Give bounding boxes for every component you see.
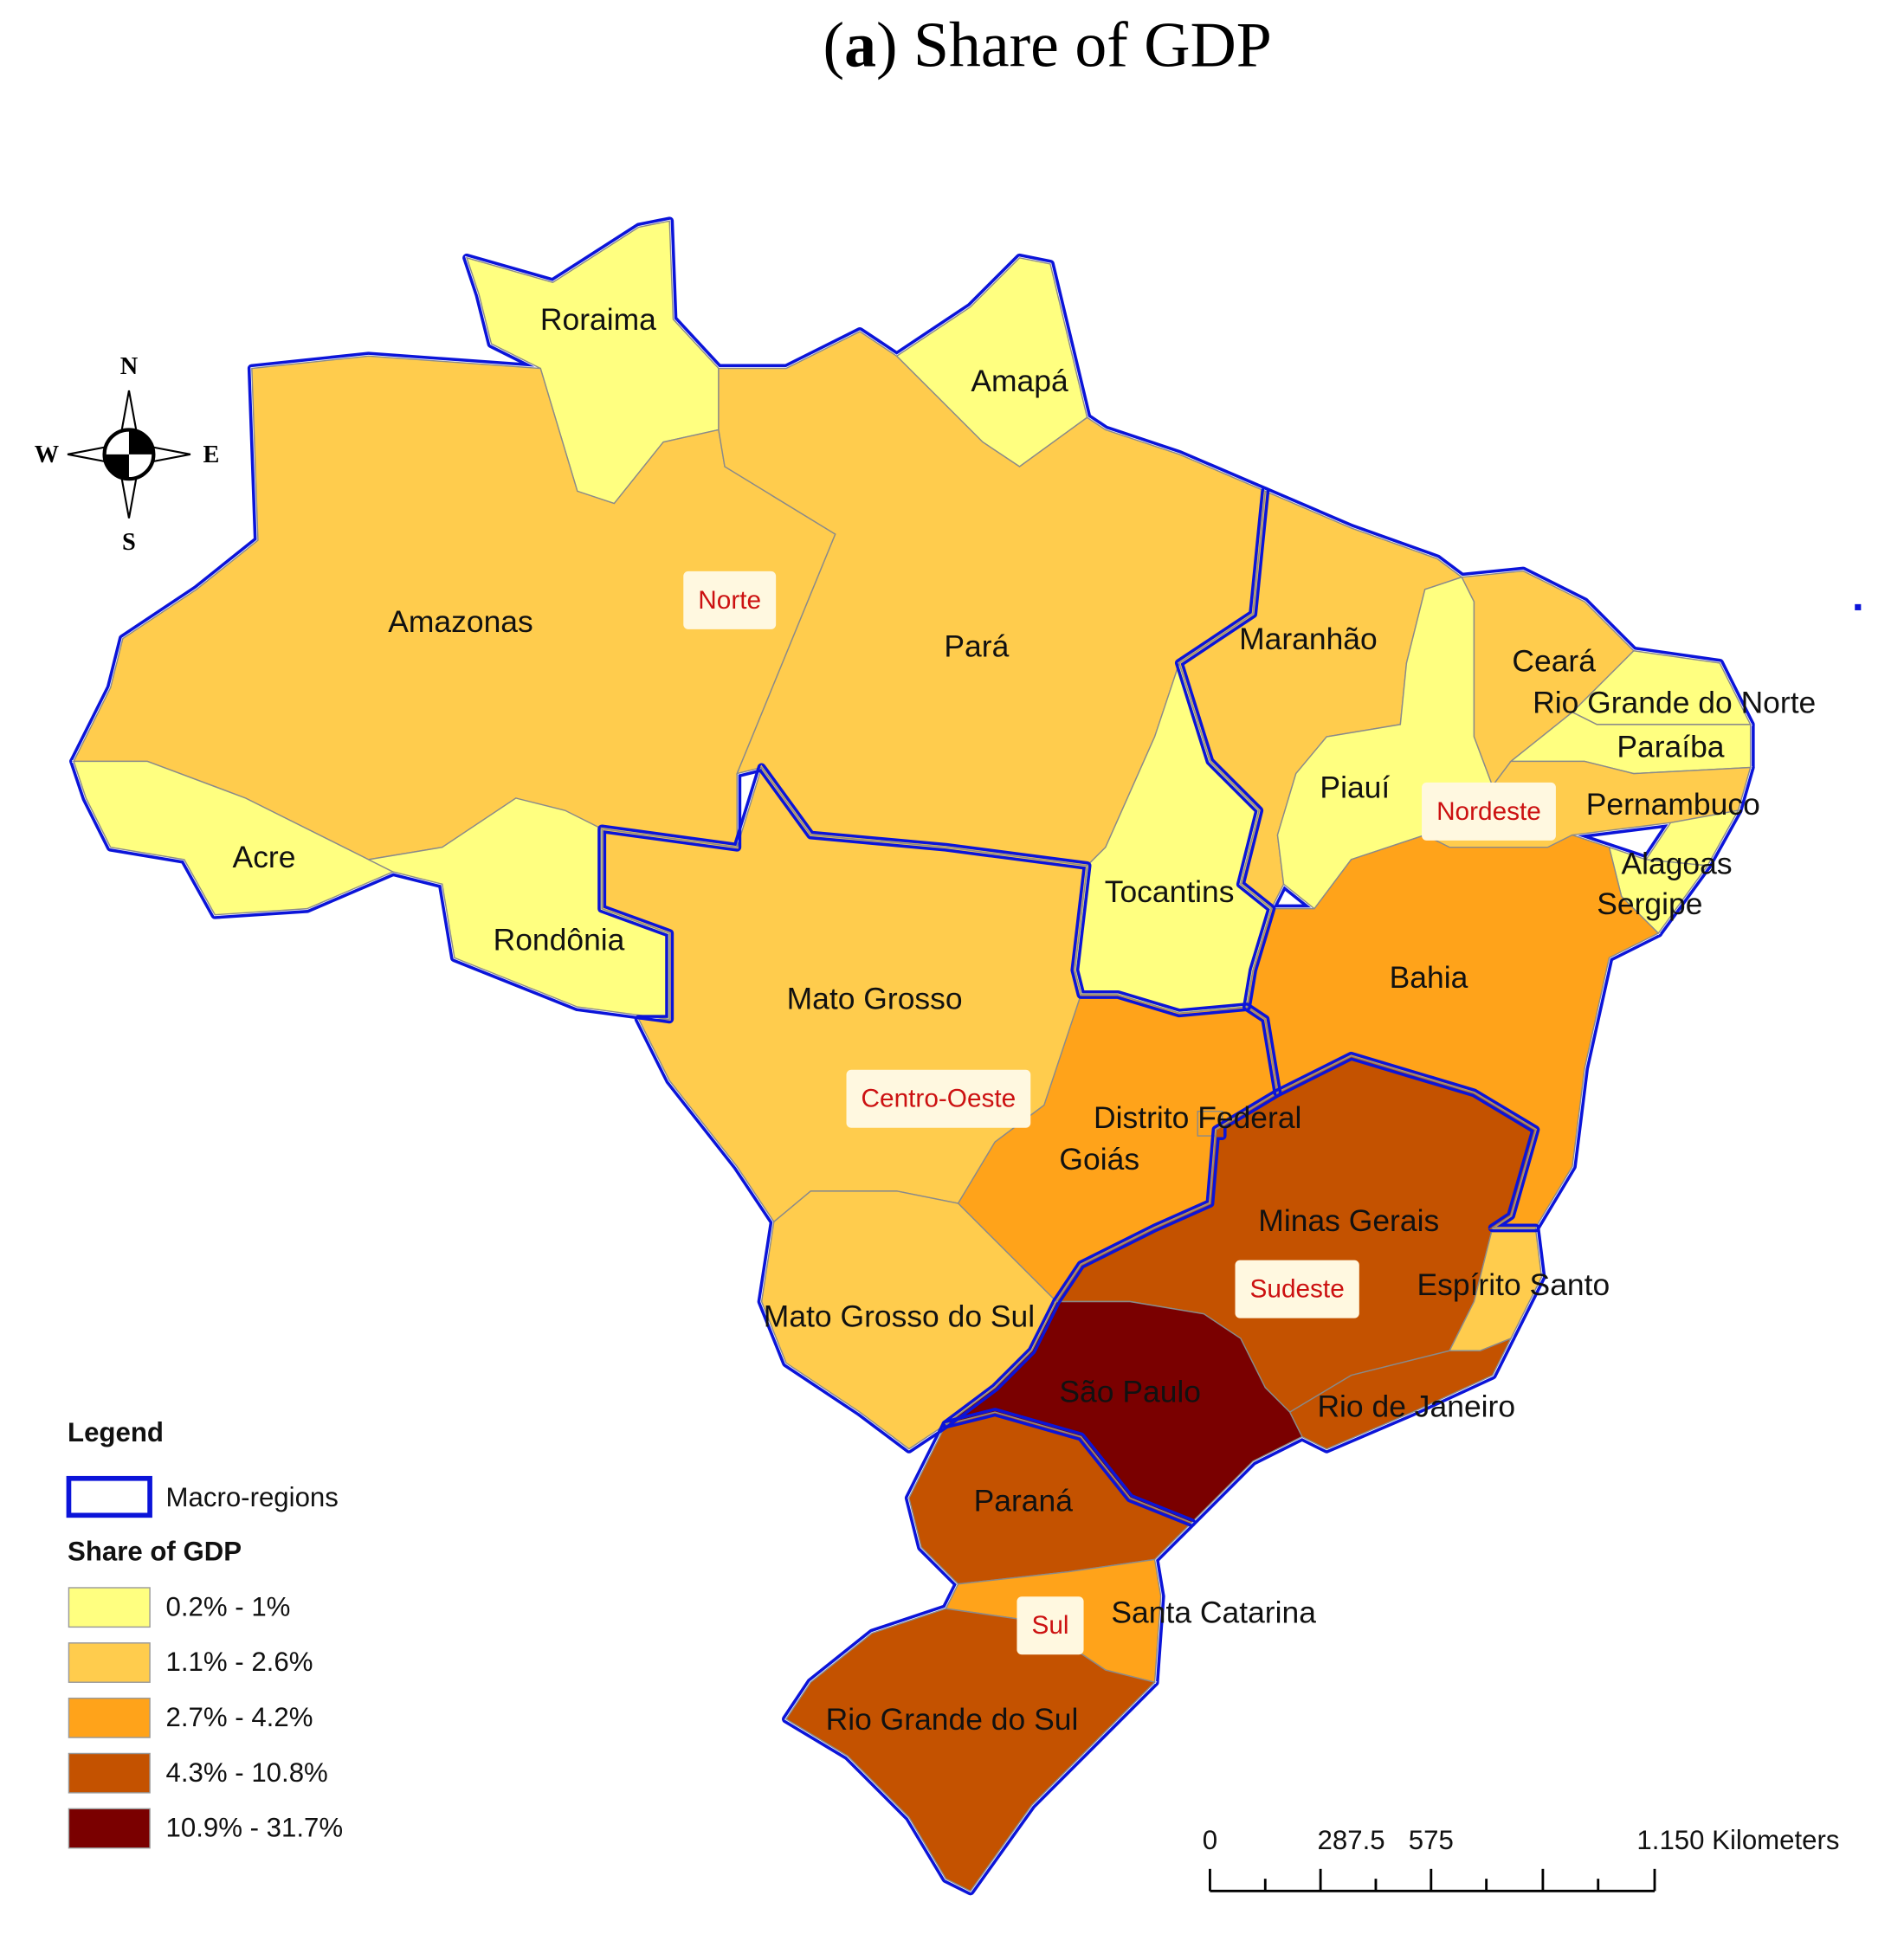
compass-e: E bbox=[203, 442, 220, 468]
region-edge bbox=[941, 1297, 1307, 1527]
title-open: ( bbox=[823, 10, 845, 81]
region-box bbox=[683, 571, 777, 629]
compass-s: S bbox=[122, 529, 136, 556]
region-edge bbox=[782, 1604, 1159, 1896]
legend-boundary-swatch bbox=[66, 1475, 152, 1518]
region-boundary bbox=[941, 1051, 1546, 1527]
region-label: Nordeste bbox=[1436, 797, 1541, 826]
legend: Legend Macro-regions Share of GDP 0.2% -… bbox=[66, 1417, 344, 1849]
state-label: Rondônia bbox=[494, 922, 625, 957]
title-rest: ) Share of GDP bbox=[876, 10, 1272, 81]
region-label: Sul bbox=[1031, 1611, 1068, 1640]
title-panel: a bbox=[844, 10, 876, 81]
state-label: Mato Grosso do Sul bbox=[764, 1299, 1035, 1334]
state-label: Bahia bbox=[1390, 960, 1468, 995]
legend-scale-title: Share of GDP bbox=[68, 1537, 242, 1567]
state-label: Ceará bbox=[1512, 643, 1596, 678]
state-label: Tocantins bbox=[1105, 874, 1235, 909]
state-label: Rio Grande do Sul bbox=[826, 1702, 1079, 1737]
state-label: Acre bbox=[233, 840, 296, 874]
state-label: Rio de Janeiro bbox=[1317, 1389, 1515, 1423]
state-label: Santa Catarina bbox=[1111, 1596, 1316, 1630]
state-label: Pará bbox=[944, 629, 1009, 663]
region-label-box: Nordeste bbox=[1422, 782, 1556, 841]
region-edge bbox=[1193, 1106, 1227, 1140]
state-label: Amazonas bbox=[388, 604, 533, 639]
legend-swatch bbox=[68, 1642, 151, 1683]
state-label: Espírito Santo bbox=[1417, 1267, 1610, 1302]
title: (a) Share of GDP bbox=[823, 10, 1272, 81]
state-label: Rio Grande do Norte bbox=[1533, 686, 1816, 720]
scale-bar: 0 287.5 575 1.150 Kilometers bbox=[1203, 1825, 1840, 1892]
state-label: Maranhão bbox=[1239, 622, 1378, 656]
region-label: Centro-Oeste bbox=[862, 1085, 1017, 1113]
scale-label: 0 bbox=[1203, 1825, 1217, 1855]
region-boundary bbox=[1174, 487, 1755, 1233]
legend-label: 1.1% - 2.6% bbox=[166, 1647, 313, 1677]
state-label: Amapá bbox=[971, 364, 1068, 398]
region-label-box: Sudeste bbox=[1235, 1260, 1359, 1318]
scale-label: 1.150 Kilometers bbox=[1636, 1825, 1839, 1855]
legend-swatch bbox=[68, 1752, 151, 1794]
compass: N E S W bbox=[35, 353, 220, 556]
region-boundary bbox=[782, 1408, 1197, 1896]
legend-swatch bbox=[68, 1587, 151, 1628]
state-label: Roraima bbox=[540, 302, 656, 337]
region-box bbox=[846, 1069, 1031, 1128]
state-label: Distrito Federal bbox=[1094, 1100, 1301, 1135]
island bbox=[1855, 603, 1862, 610]
legend-label: 10.9% - 31.7% bbox=[166, 1813, 344, 1843]
compass-w: W bbox=[35, 442, 59, 468]
legend-label: 4.3% - 10.8% bbox=[166, 1757, 328, 1788]
region-label: Sudeste bbox=[1250, 1275, 1345, 1304]
state-label: Paraíba bbox=[1617, 730, 1724, 764]
region-boundaries bbox=[69, 216, 1755, 1896]
state-label: Mato Grosso bbox=[787, 981, 963, 1015]
region-label-box: Centro-Oeste bbox=[846, 1069, 1031, 1128]
scale-label: 287.5 bbox=[1318, 1825, 1385, 1855]
region-edge bbox=[1285, 1334, 1515, 1454]
scale-label: 575 bbox=[1409, 1825, 1454, 1855]
compass-n: N bbox=[120, 353, 139, 380]
region-box bbox=[1017, 1596, 1084, 1655]
legend-swatch bbox=[68, 1808, 151, 1849]
legend-title: Legend bbox=[68, 1417, 164, 1447]
labels: Roraima Amapá Amazonas Acre Rondônia Pará Toca… bbox=[233, 302, 1817, 1737]
state-label: Piauí bbox=[1320, 770, 1390, 804]
region-box bbox=[1235, 1260, 1359, 1318]
region-box bbox=[1422, 782, 1556, 841]
state-label: Alagoas bbox=[1621, 846, 1732, 880]
state-label: São Paulo bbox=[1059, 1374, 1201, 1409]
state-label: Goiás bbox=[1059, 1142, 1139, 1177]
region-edge bbox=[69, 757, 397, 919]
state-label: Minas Gerais bbox=[1258, 1203, 1439, 1238]
legend-swatch bbox=[68, 1697, 151, 1738]
region-label-box: Sul bbox=[1017, 1596, 1084, 1655]
states bbox=[72, 220, 1752, 1892]
region-label: Norte bbox=[698, 586, 761, 615]
region-label-box: Norte bbox=[683, 571, 777, 629]
legend-label: 0.2% - 1% bbox=[166, 1591, 291, 1621]
state-label: Pernambuco bbox=[1586, 787, 1760, 822]
state-label: Sergipe bbox=[1597, 886, 1702, 921]
legend-boundary-label: Macro-regions bbox=[166, 1482, 339, 1512]
state-label: Paraná bbox=[974, 1483, 1074, 1518]
legend-label: 2.7% - 4.2% bbox=[166, 1702, 313, 1732]
